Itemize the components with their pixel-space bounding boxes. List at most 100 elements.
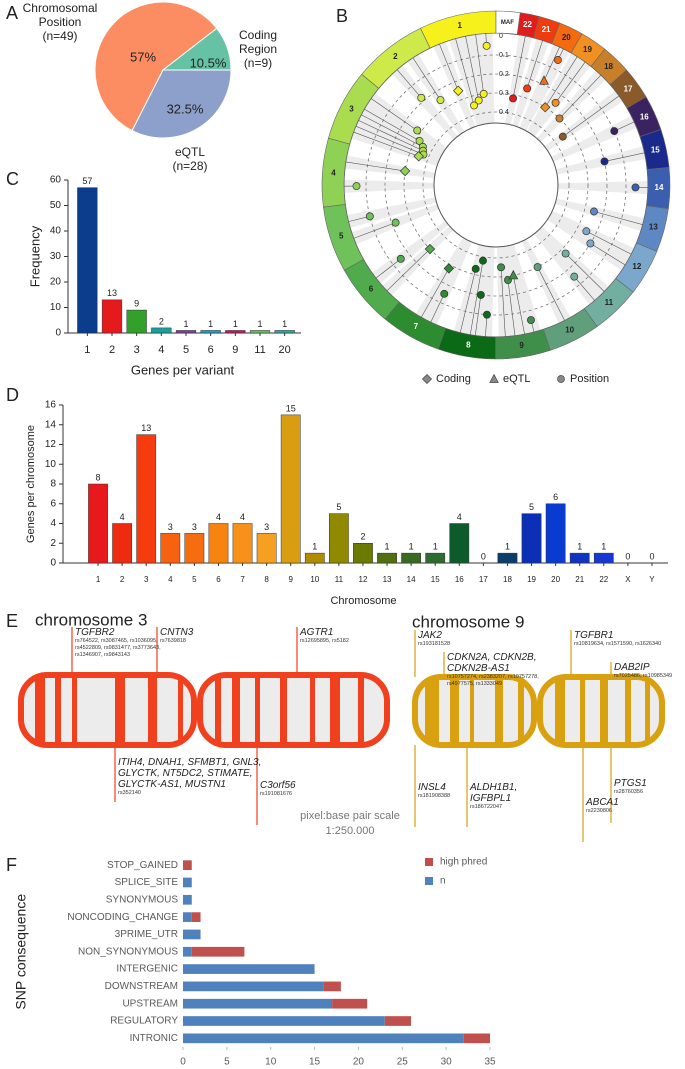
- maf-grid-circle: [365, 54, 627, 316]
- legend-swatch: [425, 877, 433, 885]
- chromosome-segment: [323, 204, 364, 271]
- chromosome-segment: [583, 278, 634, 327]
- snp-list: rs186722047: [470, 804, 503, 810]
- bar: [304, 552, 325, 564]
- x-tick-label: 1: [84, 344, 90, 356]
- chromosome-segment: [361, 27, 431, 89]
- position-point: [396, 254, 405, 263]
- snp-list: rs764522, rs3087465, rs1036095, rs452280…: [75, 638, 161, 658]
- chromosome-segment: [590, 48, 628, 85]
- value-label: 4: [457, 512, 462, 522]
- highlight-wedge: [424, 239, 472, 325]
- x-tick-label: 21: [575, 575, 584, 584]
- connector: [353, 222, 396, 239]
- connector: [475, 34, 484, 94]
- chromosome-label: 16: [640, 112, 649, 121]
- y-tick-label: 0: [50, 558, 56, 569]
- bar: [569, 552, 590, 564]
- chromosome-label: 1: [457, 21, 462, 30]
- category-label: DOWNSTREAM: [105, 981, 178, 992]
- y-tick-label: 60: [50, 175, 62, 186]
- connector: [386, 248, 431, 292]
- connector: [555, 61, 586, 104]
- category-count: (n=28): [172, 159, 208, 173]
- legend-label: n: [440, 876, 446, 887]
- bar-segment: [191, 912, 201, 922]
- value-label: 4: [120, 512, 125, 522]
- chromosome-segment: [639, 129, 670, 170]
- panel-label: D: [6, 385, 19, 405]
- bar: [175, 330, 197, 334]
- x-tick-label: 19: [527, 575, 536, 584]
- connector: [474, 294, 482, 336]
- y-tick-label: 8: [50, 479, 56, 490]
- panel-label: E: [6, 611, 18, 631]
- connector: [512, 35, 526, 99]
- chromosome-label: 7: [414, 322, 419, 331]
- position-point: [561, 249, 570, 258]
- x-tick-label: 6: [216, 575, 221, 584]
- chromosome-band: [470, 680, 474, 742]
- highlight-wedge: [530, 58, 591, 137]
- scale-note: 1:250.000: [326, 825, 375, 837]
- coding-point: [540, 102, 551, 113]
- bar-segment: [463, 1033, 490, 1044]
- pie-slice: [161, 27, 232, 71]
- coding-point: [413, 151, 424, 162]
- chromosome-band: [280, 678, 287, 742]
- gene-name: ALDH1B1, IGFBPL1: [470, 782, 518, 804]
- x-tick-label: 25: [397, 1057, 409, 1068]
- category-label: SPLICE_SITE: [115, 877, 179, 888]
- bar: [449, 523, 470, 564]
- chromosome-band: [178, 678, 183, 742]
- connector: [465, 36, 479, 101]
- value-label: 0: [481, 551, 486, 561]
- chromosome-label: 14: [655, 183, 664, 192]
- gene-name: TGFBR2: [75, 627, 115, 638]
- maf-grid-circle: [422, 111, 570, 259]
- value-label: 3: [192, 522, 197, 532]
- x-tick-label: 6: [208, 344, 214, 356]
- snp-list: rs352140: [118, 790, 141, 796]
- coding-point: [443, 263, 455, 274]
- maf-tick-label: 0.2: [499, 71, 509, 78]
- chromosome-label: 8: [466, 341, 471, 350]
- x-tick-label: 11: [335, 575, 344, 584]
- y-axis-title: Frequency: [27, 225, 42, 287]
- bar-segment: [183, 860, 192, 871]
- chromosome-band: [232, 678, 240, 742]
- connector: [375, 258, 401, 279]
- bar: [88, 483, 108, 564]
- x-tick-label: 18: [503, 575, 512, 584]
- gene-name: ITIH4, DNAH1, SFMBT1, GNL3, GLYCTK, NT5D…: [118, 757, 262, 790]
- chromosome-segment: [495, 329, 551, 360]
- coding-point: [453, 85, 464, 96]
- maf-tick-label: 0.3: [499, 90, 509, 97]
- gene-label: INSL4 rs181908388: [418, 782, 478, 800]
- category-count: (n=9): [243, 56, 273, 70]
- maf-tick-label: 0: [499, 33, 503, 40]
- gene-label: TGFBR2 rs764522, rs3087465, rs1036095, rs…: [75, 627, 165, 659]
- y-tick-label: 2: [50, 538, 56, 549]
- chromosome-segment: [646, 166, 671, 210]
- chromosome-label: 20: [562, 33, 571, 42]
- chromosome-band: [625, 680, 631, 742]
- x-tick-label: 9: [232, 344, 238, 356]
- bar-segment: [183, 964, 315, 974]
- slice-category: Coding Region (n=9): [228, 28, 288, 70]
- snp-list: rs7025486, rs10985349: [614, 673, 673, 679]
- slice-category: eQTL (n=28): [160, 145, 220, 173]
- chromosome-label: 21: [542, 25, 551, 34]
- value-label: 1: [257, 319, 262, 329]
- bar: [274, 330, 295, 334]
- legend-swatch: [425, 858, 433, 866]
- position-point: [533, 263, 542, 272]
- gene-label: AGTR1 rs12695895, rs5182: [300, 627, 380, 645]
- chromosome-band: [330, 678, 340, 742]
- bar: [593, 552, 614, 564]
- connector: [396, 69, 422, 99]
- position-point: [497, 263, 506, 272]
- connector: [358, 120, 424, 152]
- chromosome-label: 6: [369, 285, 374, 294]
- category-label: SYNONYMOUS: [106, 894, 179, 905]
